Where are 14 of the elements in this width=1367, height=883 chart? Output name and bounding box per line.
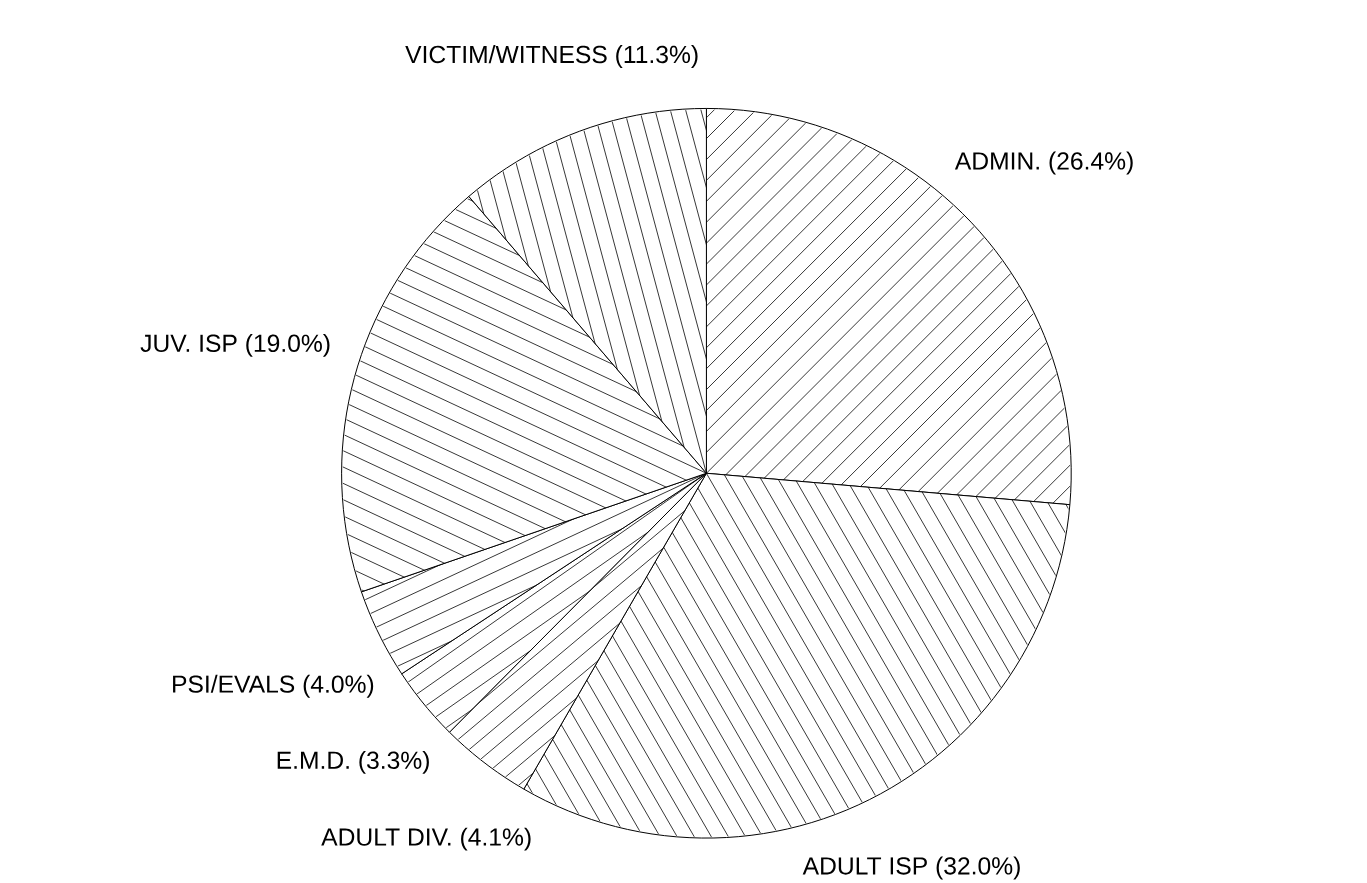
- data-label: (26.4%): [1049, 151, 1133, 175]
- data-label: (11.3%): [616, 44, 698, 68]
- slice-label: JUV. ISP: [140, 334, 237, 352]
- data-label: (4.1%): [461, 827, 531, 851]
- data-label: (19.0%): [246, 333, 330, 357]
- data-label: (3.3%): [359, 750, 429, 774]
- slice-label: ADMIN.: [954, 152, 1039, 170]
- slice-label: ADULT ISP: [802, 856, 927, 875]
- slice-label: VICTIM/WITNESS: [405, 44, 607, 63]
- data-label: (4.0%): [303, 674, 374, 698]
- slice-label: E.M.D.: [277, 751, 349, 769]
- data-label: (32.0%): [936, 856, 1020, 880]
- slice-label: ADULT DIV.: [321, 828, 451, 846]
- slice-label: PSI/EVALS: [173, 674, 295, 693]
